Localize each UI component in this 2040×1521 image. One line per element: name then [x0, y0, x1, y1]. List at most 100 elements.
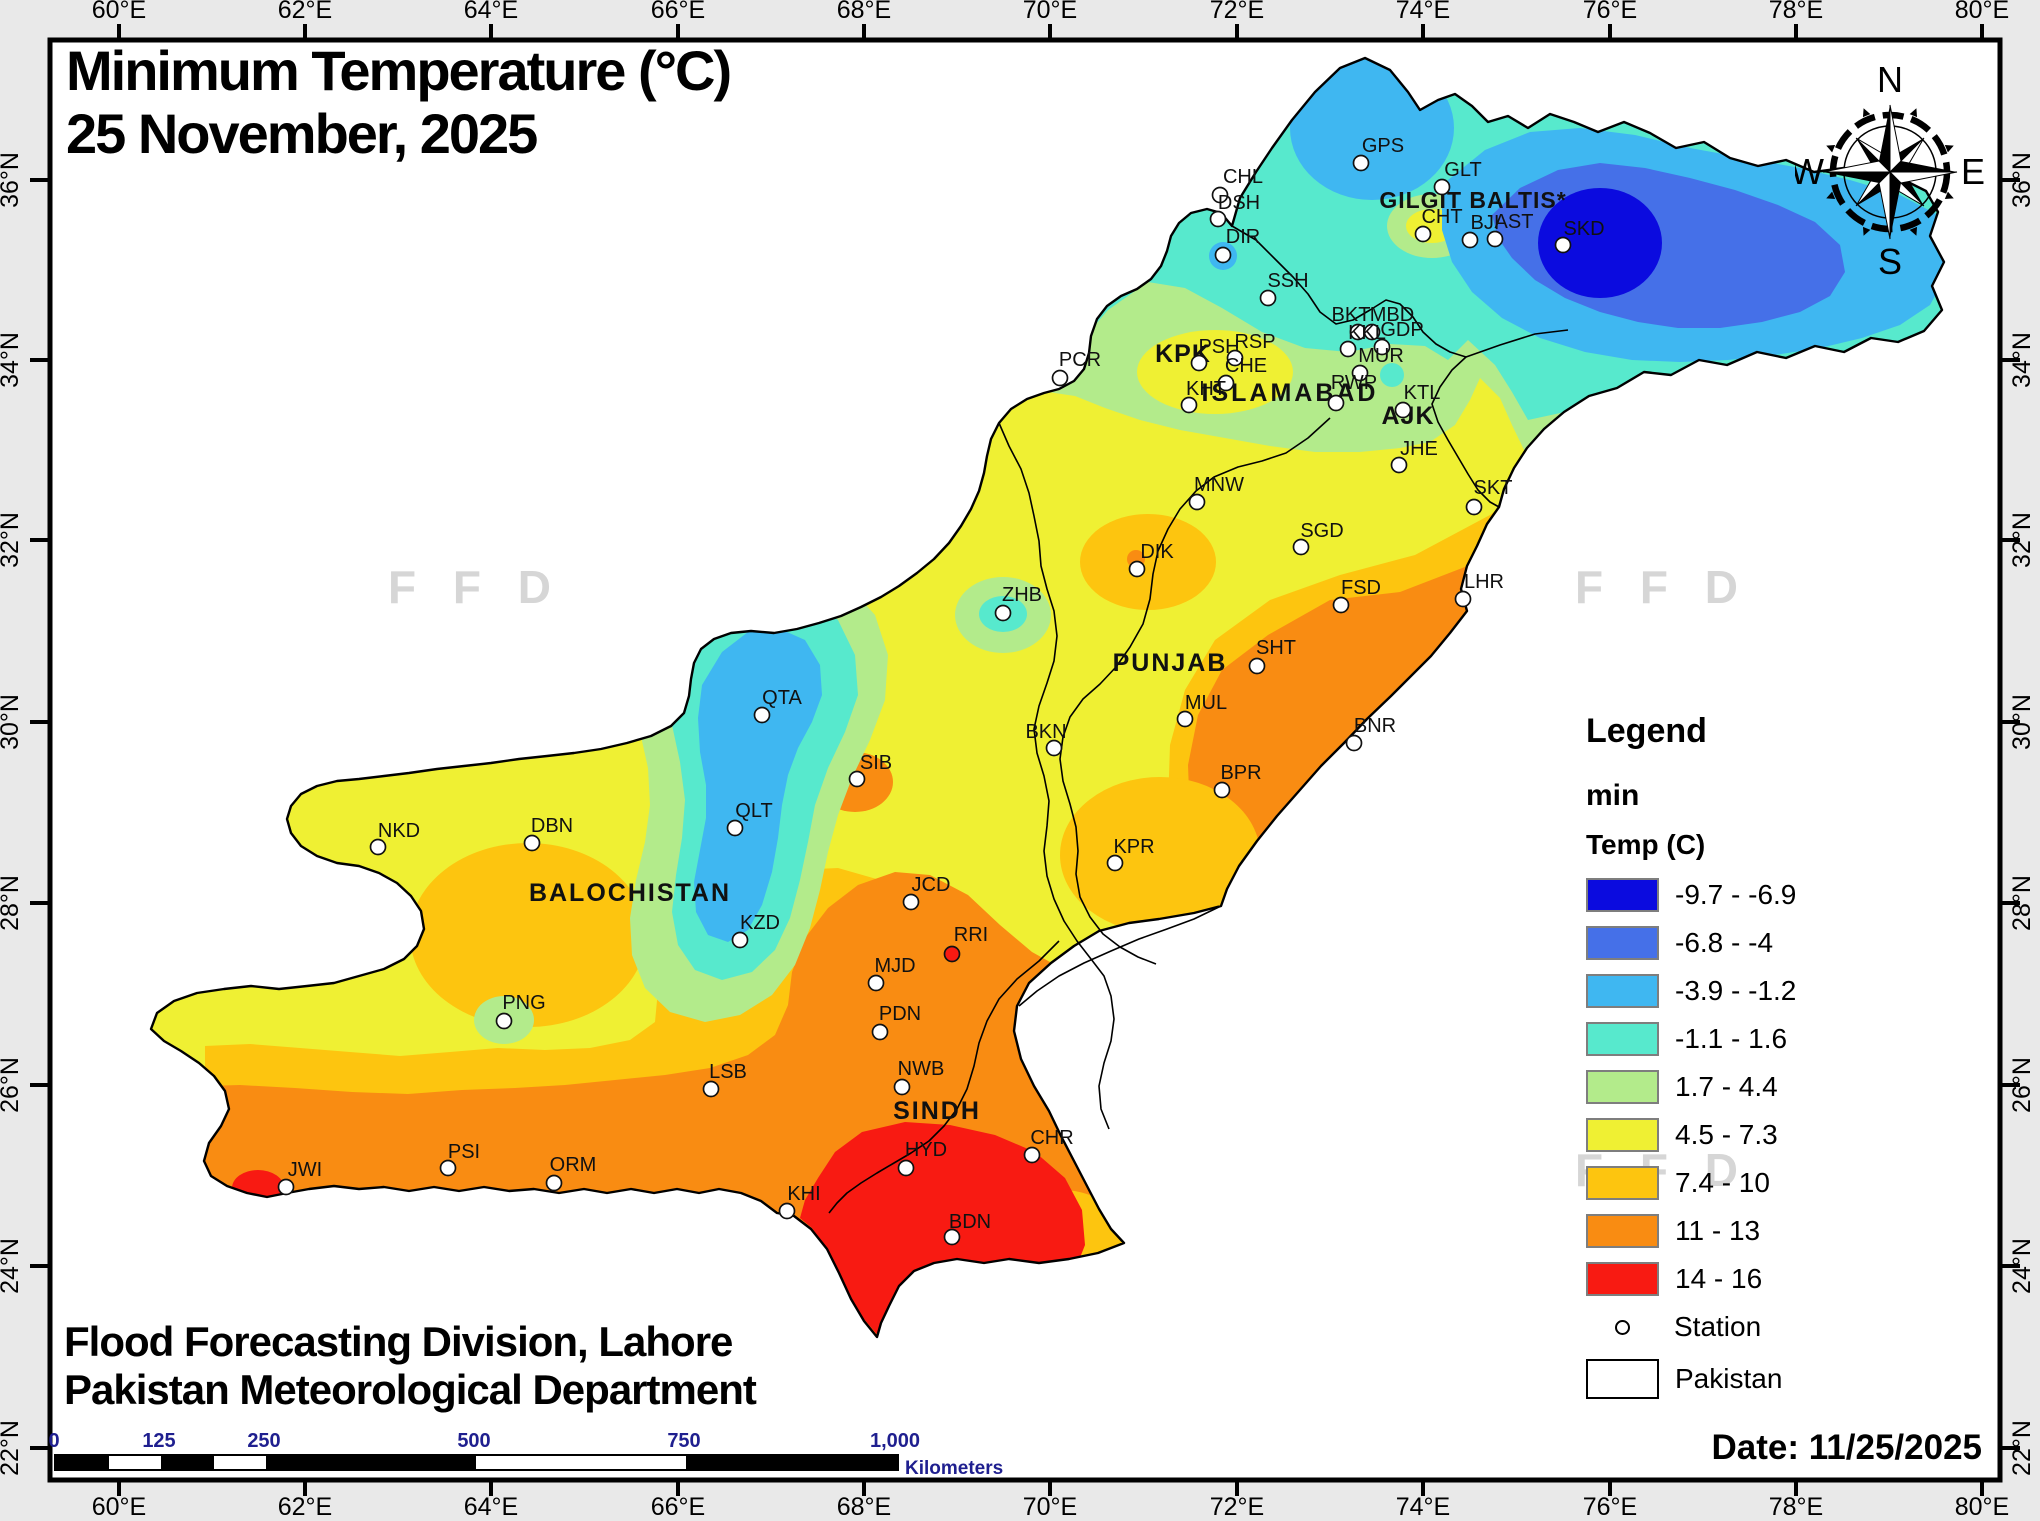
legend-class-row: 7.4 - 10 — [1586, 1159, 2006, 1207]
scale-bar-segment — [476, 1456, 686, 1469]
legend-class-label: 11 - 13 — [1675, 1215, 1761, 1246]
axis-ticks — [30, 24, 2020, 1496]
legend-class-swatch — [1586, 974, 1659, 1008]
compass-n: N — [1877, 59, 1903, 100]
station-code-label: KKL — [1348, 322, 1386, 344]
station-JWI: JWI — [277, 1159, 322, 1196]
latitude-label: 24°N — [2008, 1238, 2036, 1294]
map-credits: Flood Forecasting Division, Lahore Pakis… — [64, 1318, 757, 1415]
legend-boundary-label: Pakistan — [1675, 1363, 1783, 1394]
station-code-label: CHE — [1225, 355, 1267, 377]
station-PSI: PSI — [439, 1141, 480, 1177]
station-marker-icon — [902, 893, 920, 911]
station-DBN: DBN — [523, 815, 573, 852]
station-marker-icon — [1248, 657, 1266, 675]
station-code-label: BKN — [1025, 721, 1066, 743]
station-code-label: MUL — [1185, 692, 1227, 714]
station-CHT: CHT — [1414, 206, 1463, 243]
station-KKL: KKL — [1339, 322, 1386, 358]
station-code-label: LSB — [709, 1061, 747, 1083]
station-code-label: BKT — [1332, 304, 1371, 326]
station-code-label: PSI — [448, 1141, 480, 1163]
latitude-label: 22°N — [2008, 1420, 2036, 1476]
station-code-label: BJI — [1471, 212, 1500, 234]
station-marker-icon — [1390, 456, 1408, 474]
station-KTL: KTL — [1394, 382, 1441, 419]
legend-class-swatch — [1586, 1166, 1659, 1200]
longitude-label: 80°E — [1955, 1493, 2009, 1521]
longitude-label: 72°E — [1210, 0, 1264, 24]
station-code-label: KTL — [1404, 382, 1441, 404]
station-marker-icon — [369, 838, 387, 856]
legend-class-row: -1.1 - 1.6 — [1586, 1015, 2006, 1063]
station-HYD: HYD — [897, 1139, 947, 1177]
legend-class-row: -9.7 - -6.9 — [1586, 871, 2006, 919]
scale-bar-body — [54, 1454, 899, 1471]
station-marker-icon — [867, 974, 885, 992]
legend-class-label: -1.1 - 1.6 — [1675, 1023, 1788, 1054]
station-code-label: DBN — [531, 815, 573, 837]
scale-tick-label: 1,000 — [869, 1430, 921, 1452]
station-code-label: SSH — [1267, 270, 1308, 292]
station-code-label: JWI — [288, 1159, 322, 1181]
station-marker-icon — [1045, 739, 1063, 757]
station-code-label: RWP — [1331, 372, 1377, 394]
station-marker-icon — [753, 706, 771, 724]
region-labels: GILGIT BALTIS*KPKISLAMABADAJKPUNJABBALOC… — [529, 187, 1566, 1125]
station-marker-icon — [1433, 178, 1451, 196]
station-BJI: BJI — [1461, 212, 1500, 249]
station-marker-icon — [1327, 394, 1345, 412]
station-MJD: MJD — [867, 955, 916, 992]
station-marker-icon — [994, 604, 1012, 622]
legend-class-swatch — [1586, 1118, 1659, 1152]
longitude-label: 68°E — [837, 0, 891, 24]
station-marker-icon — [495, 1012, 513, 1030]
latitude-label: 36°N — [2008, 152, 2036, 208]
station-KZD: KZD — [731, 912, 780, 949]
station-CHE: CHE — [1217, 355, 1267, 392]
station-DSH: DSH — [1209, 192, 1260, 228]
legend-class-swatch — [1586, 1022, 1659, 1056]
station-code-label: RSP — [1234, 331, 1275, 353]
legend-class-label: 4.5 - 7.3 — [1675, 1119, 1778, 1150]
station-marker-icon — [1454, 590, 1472, 608]
station-symbol-icon — [1615, 1319, 1630, 1335]
legend-class-label: -3.9 - -1.2 — [1675, 975, 1797, 1006]
legend-class-swatch — [1586, 1262, 1659, 1296]
legend-class-label: 7.4 - 10 — [1675, 1167, 1770, 1198]
station-code-label: RRI — [954, 924, 988, 946]
longitude-label: 60°E — [92, 1493, 146, 1521]
station-marker-icon — [897, 1159, 915, 1177]
station-code-label: MBD — [1370, 304, 1414, 326]
longitude-label: 68°E — [837, 1493, 891, 1521]
station-GDP: GDP — [1373, 319, 1424, 356]
legend-field-name: Temp (C) — [1586, 829, 1706, 860]
longitude-label: 76°E — [1583, 0, 1637, 24]
station-marker-icon — [871, 1023, 889, 1041]
legend-class-row: -6.8 - -4 — [1586, 919, 2006, 967]
station-code-label: KPR — [1113, 836, 1154, 858]
scale-tick-label: 750 — [667, 1430, 701, 1452]
station-code-label: MUR — [1358, 345, 1404, 367]
station-marker-icon — [1373, 338, 1391, 356]
station-marker-icon — [1352, 154, 1370, 172]
station-marker-icon — [1106, 854, 1124, 872]
station-code-label: DSH — [1218, 192, 1260, 214]
station-code-label: JHE — [1400, 438, 1438, 460]
scale-bar-segment — [56, 1456, 109, 1469]
station-SSH: SSH — [1259, 270, 1309, 307]
station-code-label: QTA — [762, 687, 802, 709]
station-code-label: ORM — [550, 1154, 597, 1176]
legend-class-row: 11 - 13 — [1586, 1207, 2006, 1255]
station-marker-icon — [893, 1078, 911, 1096]
longitude-label: 74°E — [1396, 1493, 1450, 1521]
station-KHT: KHT — [1180, 378, 1226, 414]
ffd-watermark: F F D — [388, 561, 563, 613]
station-code-label: CHR — [1030, 1127, 1073, 1149]
station-marker-icon — [778, 1202, 796, 1220]
legend: Legend min Temp (C) -9.7 - -6.9 -6.8 - -4… — [1586, 712, 2006, 1407]
credits-line1: Flood Forecasting Division, Lahore — [64, 1318, 733, 1365]
station-marker-icon — [1363, 323, 1381, 341]
legend-class-swatch — [1586, 1070, 1659, 1104]
legend-layer-name: min — [1586, 779, 1640, 812]
